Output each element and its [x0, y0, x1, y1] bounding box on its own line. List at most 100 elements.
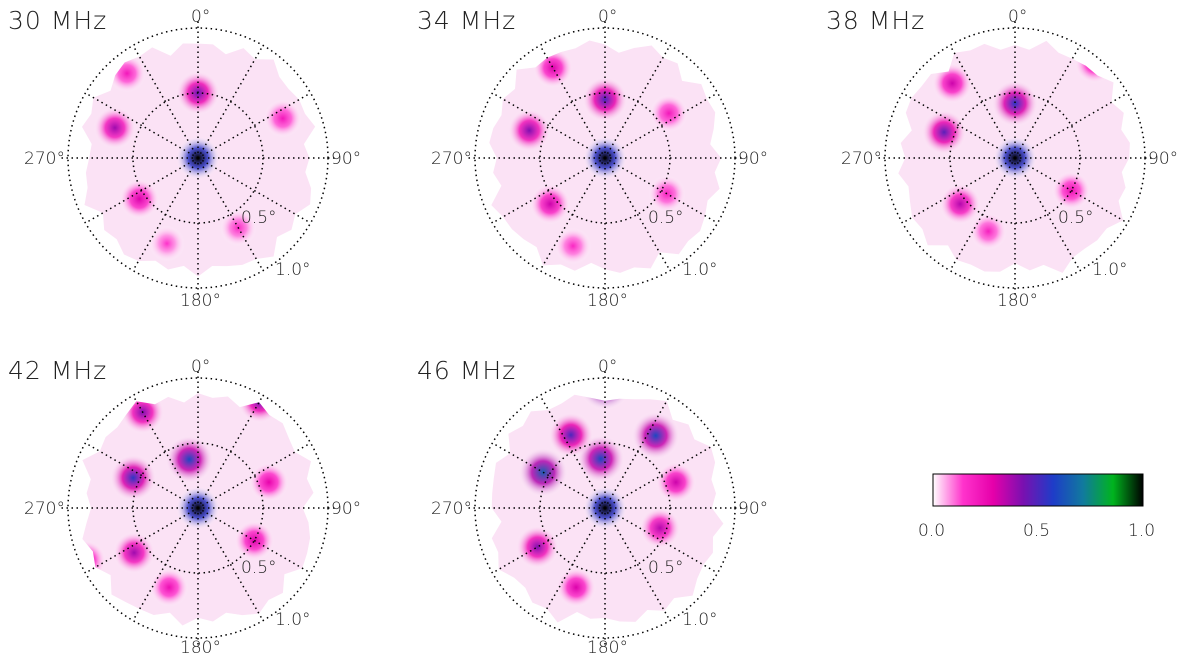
grid-spoke — [539, 507, 606, 621]
grid-spoke — [132, 395, 199, 509]
azimuth-label-270: 270° — [431, 149, 472, 169]
beam-peak — [969, 212, 1008, 251]
azimuth-label-90: 90° — [331, 499, 361, 519]
beam-heatmap — [491, 394, 724, 623]
grid-spoke — [902, 92, 1016, 159]
azimuth-label-270: 270° — [841, 149, 882, 169]
grid-spoke — [132, 507, 199, 621]
panel-30mhz: 30 MHz 0° 90° 180° 270° 0.5° 1.0° — [8, 6, 361, 311]
beam-peak — [639, 507, 681, 549]
azimuth-label-90: 90° — [331, 149, 361, 169]
grid-spoke — [1014, 45, 1081, 159]
panel-title: 46 MHz — [417, 356, 516, 385]
beam-peak — [655, 461, 697, 503]
panel-title: 34 MHz — [417, 6, 516, 35]
polar-grid — [465, 368, 745, 648]
grid-spoke — [604, 507, 671, 621]
azimuth-label-90: 90° — [738, 149, 768, 169]
grid-spoke — [604, 507, 718, 574]
beam-peak — [554, 227, 592, 265]
panel-title: 38 MHz — [826, 6, 925, 35]
grid-spoke — [902, 157, 1016, 224]
grid-spoke — [492, 507, 606, 574]
beam-peak — [631, 411, 681, 460]
polar-grid — [465, 18, 745, 298]
beam-peak — [249, 462, 289, 503]
grid-spoke — [539, 395, 606, 509]
panel-title: 42 MHz — [8, 356, 107, 385]
grid-spoke — [604, 92, 718, 159]
grid-spoke — [604, 45, 671, 159]
grid-spoke — [539, 157, 606, 271]
radius-label-1.0: 1.0° — [682, 260, 718, 280]
beam-peak — [119, 178, 160, 220]
radius-label-1.0: 1.0° — [275, 610, 311, 630]
panel-38mhz: 38 MHz 0° 90° 180° 270° 0.5° 1.0° — [826, 6, 1178, 311]
grid-spoke — [197, 157, 264, 271]
grid-spoke — [1014, 92, 1128, 159]
azimuth-label-270: 270° — [24, 149, 65, 169]
beam-peak — [93, 106, 137, 150]
beam-peak — [532, 47, 574, 89]
beam-peak — [991, 79, 1039, 128]
grid-spoke — [85, 507, 199, 574]
azimuth-label-0: 0° — [598, 357, 617, 377]
radius-label-0.5: 0.5° — [1058, 208, 1094, 228]
azimuth-label-0: 0° — [1008, 7, 1027, 27]
beam-peak — [582, 76, 628, 123]
azimuth-label-90: 90° — [738, 499, 768, 519]
radius-label-0.5: 0.5° — [241, 558, 277, 578]
grid-spoke — [85, 92, 199, 159]
panel-34mhz: 34 MHz 0° 90° 180° 270° 0.5° 1.0° — [417, 6, 768, 311]
grid-spoke — [85, 157, 199, 224]
grid-spoke — [197, 92, 311, 159]
beam-peak — [648, 175, 686, 213]
grid-spoke — [85, 442, 199, 509]
radius-label-1.0: 1.0° — [1092, 260, 1128, 280]
beam-peak — [921, 109, 967, 155]
azimuth-label-270: 270° — [431, 499, 472, 519]
panel-42mhz: 42 MHz 0° 90° 180° 270° 0.5° 1.0° — [8, 356, 361, 658]
beam-peak — [649, 94, 689, 133]
beam-peak — [555, 567, 597, 608]
grid-spoke — [197, 507, 264, 621]
radius-label-0.5: 0.5° — [241, 208, 277, 228]
beam-peak — [515, 525, 560, 569]
colorbar: 0.0 0.5 1.0 — [918, 473, 1155, 541]
radius-label-0.5: 0.5° — [648, 208, 684, 228]
grid-spoke — [132, 45, 199, 159]
grid-spoke — [604, 157, 718, 224]
grid-spoke — [949, 157, 1016, 271]
radius-label-1.0: 1.0° — [682, 610, 718, 630]
grid-spoke — [492, 92, 606, 159]
azimuth-label-0: 0° — [191, 357, 210, 377]
panel-46mhz: 46 MHz 0° 90° 180° 270° 0.5° 1.0° — [417, 356, 768, 658]
grid-spoke — [492, 157, 606, 224]
colorbar-gradient — [932, 473, 1144, 507]
beam-peak — [547, 412, 594, 458]
colorbar-tick-0: 0.0 — [918, 521, 945, 541]
grid-spoke — [197, 442, 311, 509]
beam-peak — [165, 435, 214, 484]
beam-peak — [82, 540, 107, 581]
grid-spoke — [197, 507, 311, 574]
grid-spoke — [197, 395, 264, 509]
azimuth-label-180: 180° — [997, 291, 1038, 311]
grid-spoke — [197, 45, 264, 159]
azimuth-label-180: 180° — [180, 291, 221, 311]
grid-spoke — [492, 442, 606, 509]
grid-spoke — [132, 157, 199, 271]
azimuth-label-270: 270° — [24, 499, 65, 519]
beam-peak — [149, 567, 189, 607]
azimuth-label-180: 180° — [180, 638, 221, 658]
beam-peak — [507, 108, 552, 153]
azimuth-label-90: 90° — [1148, 149, 1178, 169]
beam-peak — [263, 99, 302, 138]
polar-grid — [58, 18, 338, 298]
beam-peak — [148, 225, 185, 262]
beam-peak — [109, 454, 157, 502]
grid-spoke — [1014, 157, 1081, 271]
grid-spoke — [604, 157, 671, 271]
beam-peak — [107, 54, 147, 93]
